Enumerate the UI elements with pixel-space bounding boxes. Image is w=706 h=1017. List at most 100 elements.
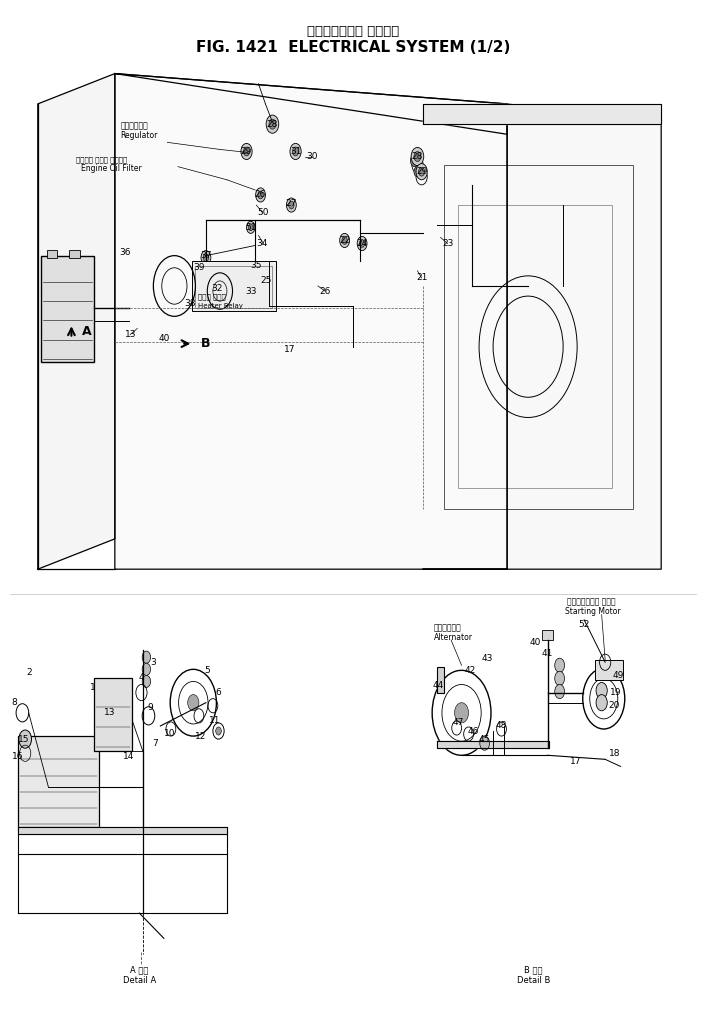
Text: 46: 46 bbox=[468, 726, 479, 735]
Text: Heater Relay: Heater Relay bbox=[198, 303, 242, 309]
Circle shape bbox=[216, 727, 221, 735]
Circle shape bbox=[249, 224, 253, 231]
Circle shape bbox=[241, 143, 252, 160]
Bar bbox=[18, 736, 99, 827]
Circle shape bbox=[269, 119, 276, 129]
Text: 23: 23 bbox=[442, 239, 453, 248]
Circle shape bbox=[246, 283, 257, 299]
Text: 29: 29 bbox=[241, 147, 252, 156]
Text: Alternator: Alternator bbox=[433, 634, 472, 643]
Text: 27: 27 bbox=[286, 198, 297, 207]
Text: 1: 1 bbox=[90, 683, 95, 692]
Text: 38: 38 bbox=[185, 299, 196, 308]
Text: 22: 22 bbox=[339, 236, 350, 245]
Text: 26: 26 bbox=[255, 190, 266, 199]
Circle shape bbox=[555, 684, 565, 699]
Circle shape bbox=[256, 188, 265, 202]
Circle shape bbox=[596, 695, 607, 711]
Text: ヒータ リレー: ヒータ リレー bbox=[198, 294, 225, 300]
Text: 41: 41 bbox=[542, 649, 554, 658]
Text: Detail A: Detail A bbox=[123, 975, 156, 984]
Text: 4: 4 bbox=[138, 673, 144, 682]
Text: Detail B: Detail B bbox=[517, 975, 551, 984]
Circle shape bbox=[213, 283, 221, 294]
Text: 6: 6 bbox=[215, 689, 222, 697]
Text: Engine Oil Filter: Engine Oil Filter bbox=[81, 164, 142, 173]
Text: 36: 36 bbox=[119, 248, 131, 257]
Text: 24: 24 bbox=[357, 239, 368, 248]
Circle shape bbox=[419, 167, 425, 176]
Circle shape bbox=[266, 115, 279, 133]
Circle shape bbox=[19, 730, 32, 749]
Text: 19: 19 bbox=[610, 689, 621, 697]
Circle shape bbox=[416, 164, 427, 180]
Text: 50: 50 bbox=[258, 207, 269, 217]
Bar bbox=[437, 667, 444, 693]
Circle shape bbox=[555, 671, 565, 685]
Bar bbox=[196, 265, 273, 308]
Text: 11: 11 bbox=[208, 716, 220, 725]
Circle shape bbox=[596, 682, 607, 699]
Text: 10: 10 bbox=[164, 728, 175, 737]
Polygon shape bbox=[423, 104, 662, 124]
Circle shape bbox=[188, 695, 199, 711]
Circle shape bbox=[555, 658, 565, 672]
Circle shape bbox=[455, 703, 469, 723]
Polygon shape bbox=[423, 104, 662, 570]
Circle shape bbox=[411, 147, 424, 166]
Text: B 詳細: B 詳細 bbox=[525, 966, 543, 974]
Bar bbox=[444, 165, 633, 508]
Circle shape bbox=[249, 287, 255, 296]
Text: 52: 52 bbox=[578, 620, 590, 630]
Text: B: B bbox=[201, 337, 210, 350]
Polygon shape bbox=[115, 73, 507, 134]
Circle shape bbox=[289, 201, 294, 208]
Text: 35: 35 bbox=[251, 261, 262, 271]
Circle shape bbox=[357, 236, 367, 250]
Text: 40: 40 bbox=[530, 638, 541, 647]
Text: 33: 33 bbox=[246, 287, 257, 296]
Text: 45: 45 bbox=[479, 734, 491, 743]
Bar bbox=[47, 249, 57, 257]
Circle shape bbox=[480, 736, 489, 751]
Circle shape bbox=[258, 191, 263, 199]
Text: 5: 5 bbox=[205, 666, 210, 675]
Text: 7: 7 bbox=[152, 738, 158, 747]
Text: 21: 21 bbox=[416, 274, 427, 283]
Circle shape bbox=[142, 651, 150, 663]
Polygon shape bbox=[38, 73, 115, 570]
Circle shape bbox=[414, 152, 421, 162]
Text: 32: 32 bbox=[211, 284, 223, 293]
Text: 3: 3 bbox=[150, 658, 156, 667]
Text: 48: 48 bbox=[496, 721, 507, 730]
Text: 13: 13 bbox=[124, 331, 136, 339]
Circle shape bbox=[342, 237, 347, 244]
Text: 16: 16 bbox=[13, 752, 24, 761]
Text: 40: 40 bbox=[158, 334, 169, 343]
Text: 44: 44 bbox=[433, 681, 444, 690]
Circle shape bbox=[210, 278, 224, 298]
Text: 17: 17 bbox=[570, 757, 582, 766]
Text: Starting Motor: Starting Motor bbox=[565, 607, 621, 616]
Text: 29: 29 bbox=[416, 167, 427, 176]
Text: 18: 18 bbox=[609, 749, 620, 758]
Text: Regulator: Regulator bbox=[121, 131, 158, 139]
Text: 28: 28 bbox=[267, 120, 278, 129]
Bar bbox=[192, 260, 276, 311]
Polygon shape bbox=[437, 741, 549, 749]
Text: オルタネータ: オルタネータ bbox=[433, 623, 461, 633]
Text: 51: 51 bbox=[245, 223, 256, 232]
Text: 31: 31 bbox=[290, 147, 301, 156]
Circle shape bbox=[142, 675, 150, 687]
Circle shape bbox=[203, 254, 208, 261]
Bar bbox=[458, 205, 612, 488]
Text: エレクトリカル システム: エレクトリカル システム bbox=[307, 25, 399, 38]
Circle shape bbox=[287, 198, 297, 213]
Bar bbox=[94, 678, 132, 752]
Text: FIG. 1421  ELECTRICAL SYSTEM (1/2): FIG. 1421 ELECTRICAL SYSTEM (1/2) bbox=[196, 41, 510, 55]
Circle shape bbox=[359, 240, 365, 247]
Text: 49: 49 bbox=[612, 671, 623, 680]
Text: A: A bbox=[82, 325, 92, 338]
Text: 47: 47 bbox=[453, 718, 464, 727]
Text: 9: 9 bbox=[147, 703, 152, 712]
